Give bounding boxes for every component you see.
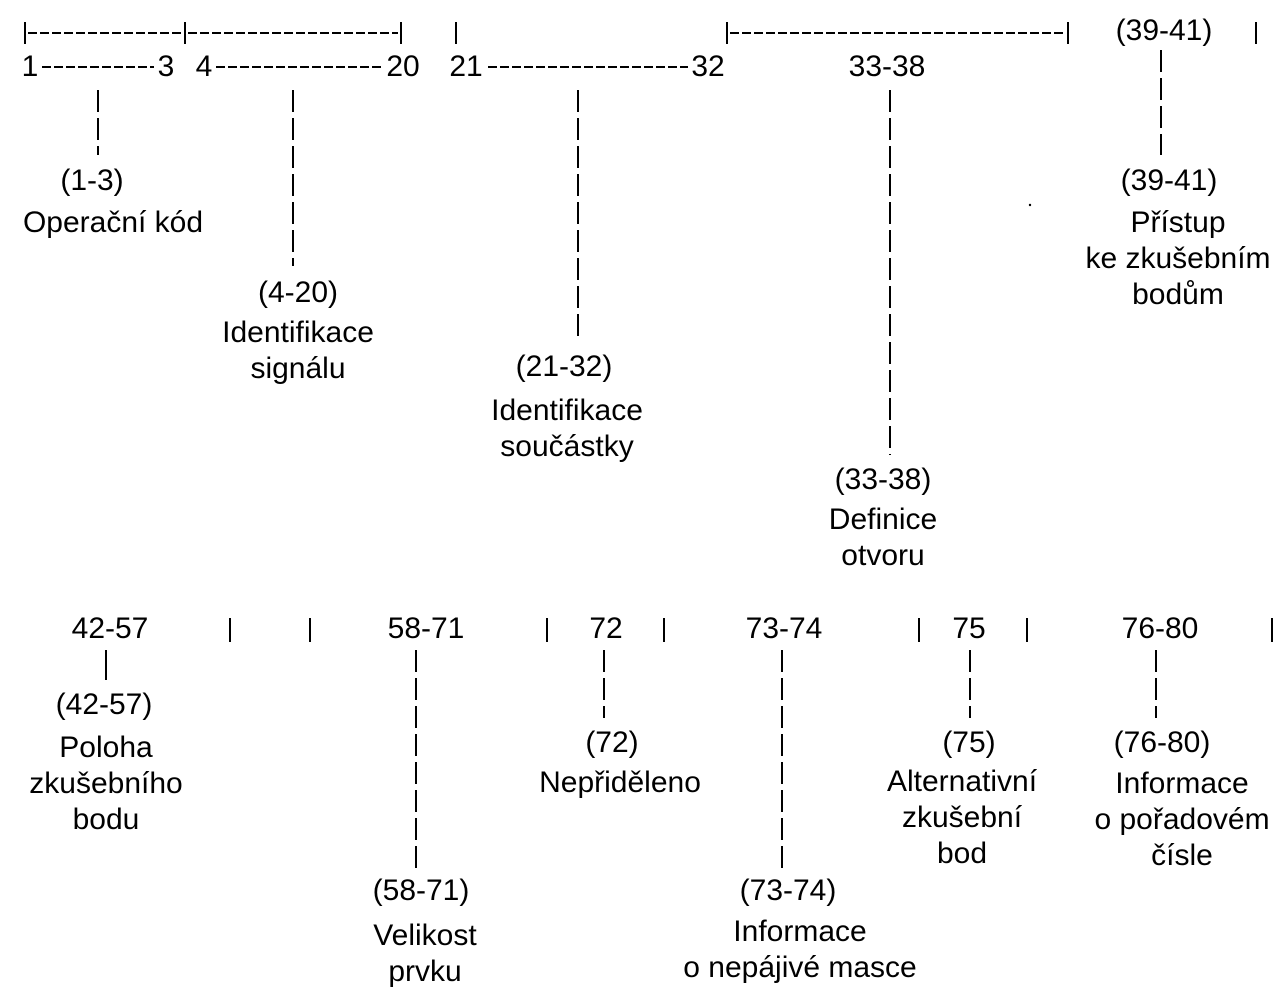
label-line-1: Alternativní: [886, 765, 1038, 798]
range-start-21: 21: [449, 50, 483, 83]
label-line-1: Definice: [828, 503, 938, 536]
field-label-operation-code: Operační kód: [22, 206, 204, 239]
field-label-unassigned: Nepřiděleno: [539, 766, 701, 799]
scan-speck: [1028, 203, 1032, 207]
field-code-33-38: (33-38): [834, 463, 932, 496]
field-label-hole-definition: Definice otvoru: [829, 502, 937, 574]
field-code-76-80: (76-80): [1113, 726, 1211, 759]
label-line-2: o pořadovém: [1094, 803, 1270, 836]
field-label-serial-number-info: Informace o pořadovém čísle: [1094, 766, 1269, 874]
field-label-solder-mask-info: Informace o nepájivé masce: [683, 914, 916, 986]
label-line-2: signálu: [250, 352, 346, 385]
label-line-1: Identifikace: [491, 394, 643, 427]
label-line-2: otvoru: [841, 539, 925, 572]
label-line-1: Informace: [1115, 767, 1249, 800]
range-39-41: (39-41): [1115, 14, 1213, 47]
field-label-component-identification: Identifikace součástky: [491, 393, 643, 465]
range-58-71: 58-71: [387, 612, 465, 645]
range-76-80: 76-80: [1121, 612, 1199, 645]
label-line-3: čísle: [1151, 839, 1213, 872]
label-line-1: Informace: [733, 915, 867, 948]
field-label-test-point-position: Poloha zkušebního bodu: [29, 730, 182, 838]
range-end-32: 32: [691, 50, 725, 83]
field-code-75: (75): [942, 726, 996, 759]
field-code-73-74: (73-74): [739, 874, 837, 907]
range-42-57: 42-57: [71, 612, 149, 645]
field-label-alternative-test-point: Alternativní zkušební bod: [887, 764, 1037, 872]
range-start-1: 1: [21, 50, 39, 83]
label-line-1: Identifikace: [222, 316, 374, 349]
label-line-2: ke zkušebním: [1085, 242, 1271, 275]
label-line-2: součástky: [500, 430, 634, 463]
range-75: 75: [952, 612, 986, 645]
range-33-38: 33-38: [848, 50, 926, 83]
range-end-3: 3: [157, 50, 175, 83]
label-line-3: bod: [936, 837, 988, 870]
field-label-signal-identification: Identifikace signálu: [222, 315, 374, 387]
label-line-1: Přístup: [1130, 206, 1226, 239]
range-end-20: 20: [386, 50, 420, 83]
label-line-1: Poloha: [59, 731, 153, 764]
field-code-39-41: (39-41): [1120, 164, 1218, 197]
label-line-2: zkušební: [901, 801, 1023, 834]
range-73-74: 73-74: [745, 612, 823, 645]
field-label-test-point-access: Přístup ke zkušebním bodům: [1085, 205, 1270, 313]
field-code-21-32: (21-32): [515, 350, 613, 383]
field-code-42-57: (42-57): [55, 688, 153, 721]
label-line-2: zkušebního: [29, 767, 183, 800]
field-label-feature-size: Velikost prvku: [373, 918, 476, 990]
label-line-3: bodům: [1132, 278, 1224, 311]
field-code-58-71: (58-71): [372, 874, 470, 907]
range-72: 72: [589, 612, 623, 645]
label-line-1: Velikost: [373, 919, 477, 952]
label-line-3: bodu: [72, 803, 140, 836]
label-line-2: prvku: [388, 955, 462, 988]
field-code-4-20: (4-20): [257, 276, 339, 309]
range-start-4: 4: [195, 50, 213, 83]
label-line-2: o nepájivé masce: [683, 951, 917, 984]
field-code-72: (72): [585, 726, 639, 759]
field-code-1-3: (1-3): [60, 164, 124, 197]
